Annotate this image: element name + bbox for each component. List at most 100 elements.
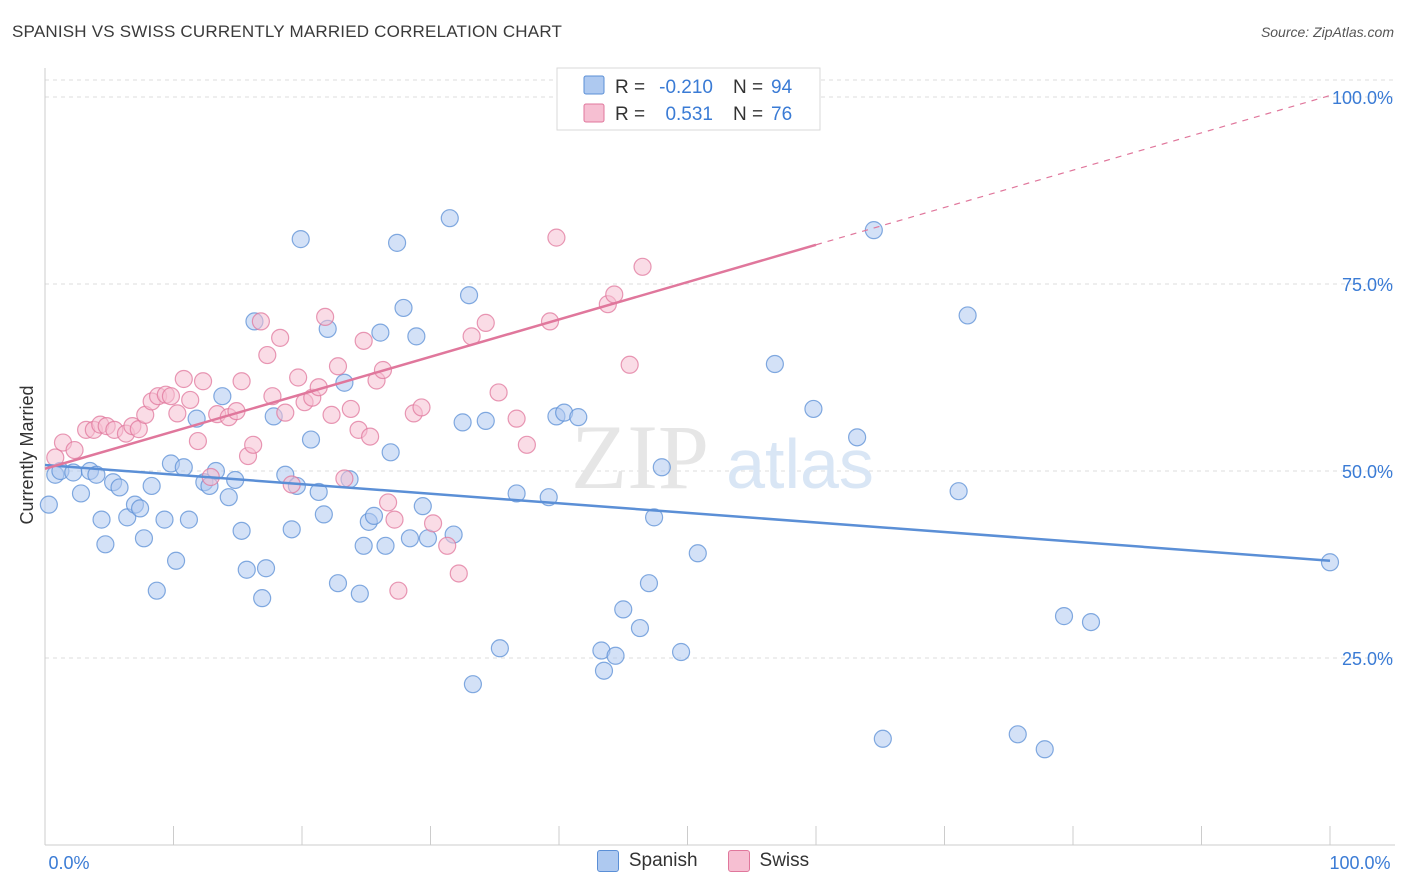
point-spanish-26 <box>213 387 232 406</box>
legend-item-swiss: Swiss <box>727 850 810 872</box>
point-spanish-50 <box>371 323 390 342</box>
point-spanish-74 <box>614 600 633 619</box>
point-swiss-49 <box>385 510 404 529</box>
point-swiss-38 <box>316 307 335 327</box>
point-spanish-17 <box>155 510 174 529</box>
x-tick-label-1: 100.0% <box>1329 853 1390 873</box>
point-swiss-28 <box>251 312 270 331</box>
point-spanish-57 <box>413 497 432 516</box>
point-spanish-41 <box>314 505 333 524</box>
point-swiss-44 <box>354 331 373 350</box>
stats-r-label-swiss: R = <box>615 104 645 125</box>
point-spanish-86 <box>949 482 968 501</box>
point-spanish-90 <box>1054 607 1074 626</box>
point-spanish-78 <box>652 458 671 477</box>
point-swiss-53 <box>423 514 443 533</box>
point-spanish-20 <box>174 458 193 477</box>
point-swiss-19 <box>188 431 208 451</box>
legend-label-spanish: Spanish <box>628 850 698 871</box>
point-swiss-48 <box>378 493 398 512</box>
point-swiss-52 <box>412 398 431 417</box>
point-spanish-53 <box>387 233 407 252</box>
point-spanish-14 <box>134 529 154 548</box>
point-swiss-15 <box>161 387 181 406</box>
point-spanish-27 <box>219 488 238 507</box>
point-spanish-6 <box>87 465 106 484</box>
trend-line-swiss-extension <box>815 94 1331 246</box>
point-swiss-18 <box>181 390 200 410</box>
point-spanish-0 <box>39 495 58 514</box>
point-swiss-59 <box>507 409 526 428</box>
point-swiss-41 <box>335 469 354 488</box>
point-swiss-2 <box>65 440 84 460</box>
point-spanish-29 <box>232 521 251 540</box>
point-spanish-30 <box>237 560 256 579</box>
point-spanish-77 <box>644 508 664 527</box>
point-spanish-52 <box>381 443 400 462</box>
point-spanish-75 <box>630 618 650 638</box>
point-swiss-40 <box>328 357 348 376</box>
point-swiss-31 <box>271 328 290 347</box>
point-spanish-46 <box>350 584 369 603</box>
point-spanish-85 <box>873 729 892 748</box>
point-spanish-59 <box>440 209 459 228</box>
point-swiss-34 <box>289 368 308 387</box>
point-swiss-58 <box>489 383 508 402</box>
point-swiss-25 <box>232 372 251 391</box>
point-spanish-55 <box>400 529 420 548</box>
point-swiss-66 <box>633 257 652 276</box>
point-swiss-54 <box>438 536 457 555</box>
point-spanish-56 <box>407 327 426 346</box>
point-spanish-82 <box>804 399 823 419</box>
point-spanish-65 <box>490 639 509 658</box>
point-spanish-62 <box>459 286 479 305</box>
point-swiss-55 <box>449 564 468 583</box>
y-tick-label-0: 100.0% <box>1332 88 1393 108</box>
tick-labels: 100.0% 75.0% 50.0% 25.0% 0.0% 100.0% <box>48 88 1393 873</box>
point-spanish-54 <box>394 298 413 318</box>
point-spanish-49 <box>364 506 384 525</box>
stats-n-value-swiss: 76 <box>771 104 792 125</box>
point-swiss-17 <box>174 369 193 389</box>
point-swiss-27 <box>244 435 263 454</box>
point-spanish-64 <box>476 411 495 430</box>
point-spanish-8 <box>96 535 115 554</box>
y-axis-label: Currently Married <box>17 385 37 524</box>
point-spanish-16 <box>147 581 166 600</box>
y-tick-label-1: 75.0% <box>1342 275 1393 295</box>
point-spanish-80 <box>688 544 707 563</box>
point-swiss-29 <box>258 345 277 365</box>
point-spanish-73 <box>606 646 625 665</box>
stats-n-label-spanish: N = <box>733 77 763 98</box>
point-spanish-47 <box>354 536 373 555</box>
point-spanish-10 <box>110 478 129 497</box>
legend-swatch-swiss-bottom <box>727 850 750 872</box>
point-spanish-21 <box>179 510 199 529</box>
point-swiss-62 <box>547 228 566 247</box>
point-swiss-50 <box>389 581 408 600</box>
trend-lines <box>44 94 1331 563</box>
point-spanish-88 <box>1008 725 1027 744</box>
point-spanish-79 <box>671 642 691 662</box>
point-spanish-32 <box>253 589 272 608</box>
trend-line-spanish <box>44 463 1331 563</box>
trend-line-swiss <box>44 243 817 470</box>
x-tick-label-0: 0.0% <box>48 853 89 873</box>
stats-legend: R = -0.210 N = 94 R = 0.531 N = 76 <box>556 67 821 131</box>
point-swiss-65 <box>620 355 639 374</box>
point-spanish-51 <box>376 536 395 555</box>
point-spanish-91 <box>1081 612 1101 632</box>
point-spanish-83 <box>848 428 867 447</box>
point-spanish-81 <box>765 354 784 374</box>
point-spanish-66 <box>507 484 526 503</box>
point-spanish-43 <box>328 574 348 593</box>
point-spanish-13 <box>130 499 150 518</box>
point-swiss-57 <box>476 313 495 332</box>
y-tick-label-3: 25.0% <box>1342 649 1393 669</box>
y-tick-label-2: 50.0% <box>1342 462 1393 482</box>
stats-r-label-spanish: R = <box>615 77 645 98</box>
series-legend: Spanish Swiss <box>0 850 1406 872</box>
point-swiss-16 <box>168 404 187 423</box>
legend-label-swiss: Swiss <box>759 850 810 871</box>
point-spanish-63 <box>463 675 483 694</box>
